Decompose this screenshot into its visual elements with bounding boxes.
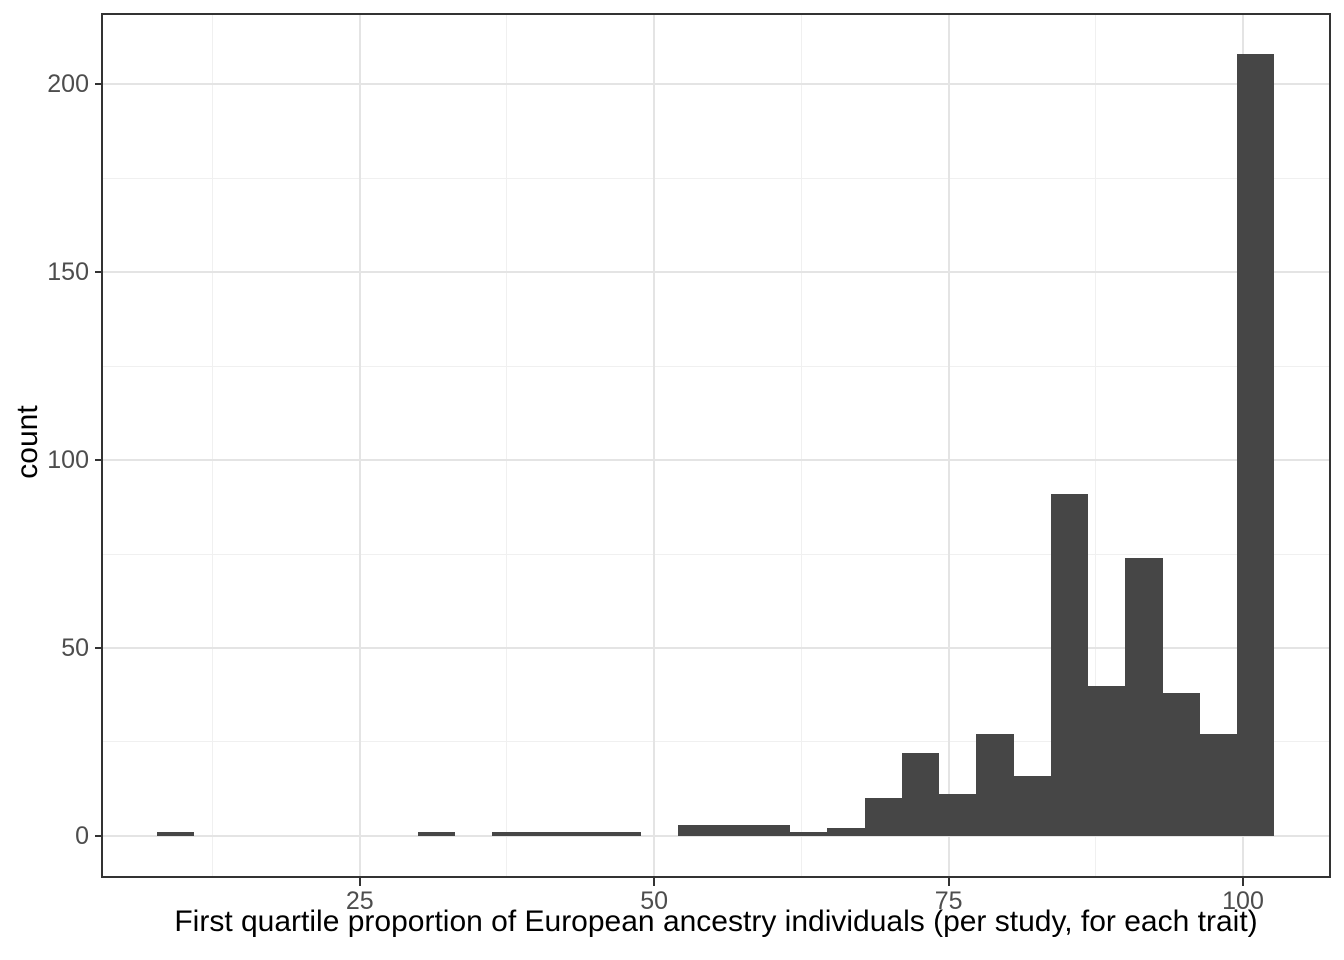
minor-gridline-vertical [1095,15,1097,876]
histogram-bar [864,798,902,836]
minor-gridline-horizontal [103,177,1329,179]
minor-gridline-horizontal [103,553,1329,555]
x-tick-mark [947,878,950,886]
histogram-bar [566,832,604,836]
x-tick-mark [358,878,361,886]
x-tick-mark [1242,878,1245,886]
histogram-bar [491,832,530,836]
histogram-bar [827,828,865,836]
y-tick-label: 0 [75,821,89,850]
x-tick-label: 100 [1222,887,1264,915]
y-axis-title: count [11,405,44,479]
histogram-bar [529,832,567,836]
histogram-bar [1013,775,1051,836]
histogram-bar [678,824,716,836]
y-tick-mark [95,271,103,274]
x-tick-label: 75 [934,887,963,915]
major-gridline-horizontal [103,834,1329,837]
histogram-bar [1162,693,1200,836]
y-tick-label: 150 [47,258,89,287]
y-tick-mark [95,834,103,837]
major-gridline-vertical [947,15,950,876]
x-tick-label: 50 [640,887,669,915]
y-tick-mark [95,83,103,86]
histogram-bar [939,794,977,836]
minor-gridline-horizontal [103,741,1329,743]
minor-gridline-vertical [506,15,508,876]
histogram-bar [752,824,791,836]
histogram-bar [901,753,940,836]
histogram-bar [156,832,195,836]
major-gridline-vertical [653,15,656,876]
histogram-bar [1088,685,1126,836]
major-gridline-vertical [358,15,361,876]
histogram-bar [417,832,455,836]
x-axis-title: First quartile proportion of European an… [174,905,1258,938]
histogram-bar [715,824,753,836]
minor-gridline-vertical [800,15,802,876]
y-tick-mark [95,646,103,649]
y-tick-label: 200 [47,70,89,99]
histogram-bar [1237,54,1275,836]
y-tick-label: 50 [61,633,89,662]
histogram-bar [1199,734,1238,836]
histogram-bar [603,832,642,836]
histogram-bar [790,832,828,836]
minor-gridline-horizontal [103,365,1329,367]
major-gridline-horizontal [103,646,1329,649]
x-tick-mark [653,878,656,886]
major-gridline-horizontal [103,271,1329,274]
histogram-bar [1125,557,1163,836]
x-tick-label: 25 [345,887,374,915]
major-gridline-horizontal [103,83,1329,86]
plot-panel [101,13,1331,878]
y-tick-label: 100 [47,446,89,475]
histogram-bar [1050,493,1089,836]
minor-gridline-vertical [212,15,214,876]
major-gridline-horizontal [103,459,1329,462]
histogram-bar [976,734,1014,836]
y-tick-mark [95,459,103,462]
